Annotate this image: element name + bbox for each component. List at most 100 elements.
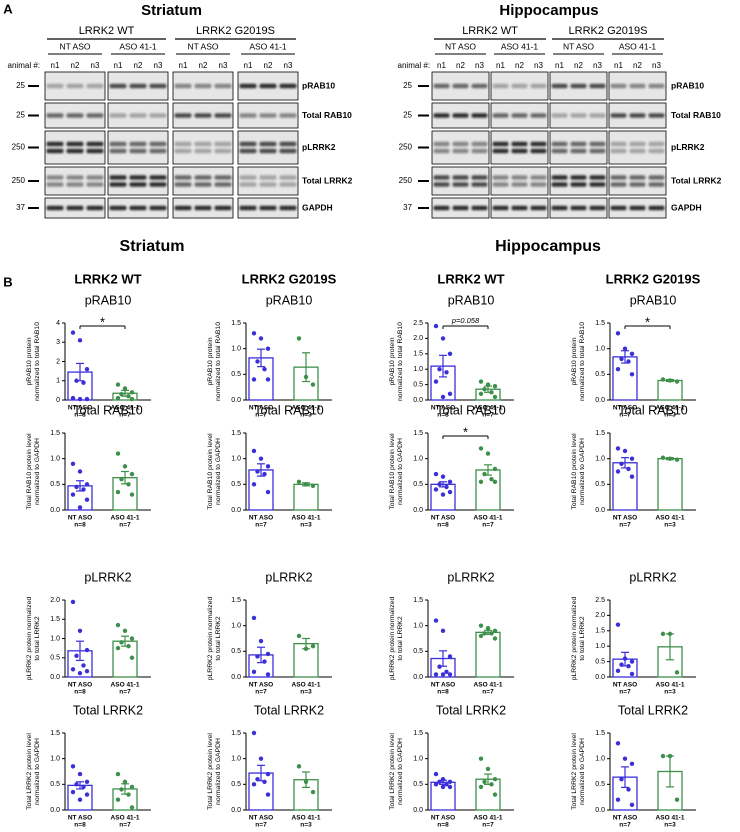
blot-band <box>109 113 127 118</box>
data-point <box>129 805 135 810</box>
data-point <box>615 797 621 802</box>
blot-band <box>194 182 212 187</box>
y-axis-label: normalized to GAPDH <box>215 738 222 805</box>
data-point <box>444 484 449 490</box>
data-point <box>251 615 257 621</box>
y-tick-label: 0.0 <box>595 674 605 681</box>
significance-label: * <box>463 424 468 439</box>
n-label: n=3 <box>664 689 676 696</box>
blot-band <box>629 141 646 147</box>
mw-marker: 25 <box>403 111 412 120</box>
treatment-header: ASO 41-1 <box>249 41 287 51</box>
y-tick-label: 1.0 <box>231 456 241 463</box>
blot-band <box>530 148 547 154</box>
data-point <box>667 631 673 637</box>
blot-band <box>530 113 547 118</box>
blot-box <box>549 130 608 165</box>
blot-band <box>610 83 627 89</box>
blot-band <box>46 113 64 118</box>
x-tick-label: ASO 41-1 <box>474 815 503 822</box>
region-title: Hippocampus <box>495 238 601 255</box>
blot-band <box>149 205 167 211</box>
bar <box>657 379 683 401</box>
data-point <box>70 764 76 769</box>
blot-band <box>86 113 104 118</box>
y-axis-label: pLRRK2 protein normalized <box>571 597 578 681</box>
lane-label: n3 <box>593 61 602 70</box>
blot-box <box>490 130 549 165</box>
mw-marker: 37 <box>16 203 25 212</box>
blot-band <box>589 182 606 187</box>
blot-band <box>492 83 509 89</box>
n-label: n=3 <box>664 412 676 419</box>
x-tick-label: ASO 41-1 <box>656 405 685 412</box>
data-point <box>126 482 131 487</box>
data-point <box>433 782 439 787</box>
data-point <box>251 730 257 736</box>
y-axis-label: pRAB10 protein <box>207 337 214 385</box>
y-tick-label: 1.5 <box>595 730 605 737</box>
y-tick-label: 1.0 <box>413 756 423 763</box>
data-point <box>447 489 453 495</box>
x-tick-label: ASO 41-1 <box>474 405 503 412</box>
treatment-header: NT ASO <box>187 41 218 51</box>
data-point <box>478 623 484 628</box>
data-point <box>437 367 442 372</box>
y-tick-label: 1.5 <box>413 430 423 437</box>
y-tick-label: 2.5 <box>595 597 605 604</box>
blot-box <box>490 166 549 196</box>
data-point <box>660 377 666 382</box>
data-point <box>492 636 498 641</box>
blot-band <box>259 182 277 187</box>
y-tick-label: 1.0 <box>231 623 241 630</box>
y-axis-label: normalized to GAPDH <box>34 438 41 505</box>
data-point <box>77 469 83 474</box>
data-point <box>492 792 498 797</box>
blot-band <box>259 205 277 211</box>
blot-band <box>511 141 528 147</box>
blot-band <box>570 182 587 187</box>
data-point <box>70 461 76 466</box>
data-point <box>615 469 621 474</box>
data-point <box>115 771 121 777</box>
blot-band <box>570 141 587 147</box>
data-point <box>615 622 621 627</box>
treatment-header: ASO 41-1 <box>501 41 539 51</box>
chart-title: pRAB10 <box>266 293 313 307</box>
chart-title: pLRRK2 <box>447 570 494 584</box>
blot-band <box>149 113 167 118</box>
data-point <box>81 487 86 492</box>
data-point <box>478 446 484 451</box>
data-point <box>615 367 621 372</box>
blot-band <box>570 113 587 118</box>
significance-label: p=0.058 <box>451 316 480 325</box>
x-tick-label: NT ASO <box>68 682 92 689</box>
lane-label: n1 <box>244 61 253 70</box>
blot-band <box>589 205 606 211</box>
x-tick-label: NT ASO <box>431 405 455 412</box>
blot-band <box>530 175 547 180</box>
blot-band <box>279 83 297 89</box>
data-point <box>444 669 449 675</box>
data-point <box>84 647 90 653</box>
panel-label: B <box>3 274 12 289</box>
y-tick-label: 2.5 <box>413 320 423 327</box>
blot-band <box>629 148 646 154</box>
n-label: n=8 <box>437 412 449 419</box>
data-point <box>70 492 76 497</box>
data-point <box>437 664 442 669</box>
data-point <box>129 655 135 660</box>
x-tick-label: ASO 41-1 <box>111 515 140 522</box>
n-label: n=7 <box>482 412 494 419</box>
mw-marker: 25 <box>16 81 25 90</box>
data-point <box>447 391 453 397</box>
blot-band <box>492 205 509 211</box>
lane-label: n3 <box>652 61 661 70</box>
y-tick-label: 0.5 <box>231 648 241 655</box>
y-axis-label: pLRRK2 protein normalized <box>389 597 396 681</box>
y-tick-label: 0.0 <box>231 807 241 814</box>
blot-band <box>279 175 297 180</box>
data-point <box>84 367 90 372</box>
data-point <box>478 391 484 397</box>
blot-band <box>174 113 192 118</box>
